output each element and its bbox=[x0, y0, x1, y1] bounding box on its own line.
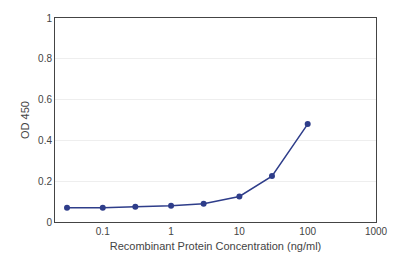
svg-text:0.6: 0.6 bbox=[38, 94, 52, 105]
svg-text:0.2: 0.2 bbox=[38, 176, 52, 187]
svg-text:OD 450: OD 450 bbox=[19, 101, 31, 139]
svg-text:100: 100 bbox=[299, 226, 316, 237]
svg-text:0.4: 0.4 bbox=[38, 135, 52, 146]
svg-text:1: 1 bbox=[46, 13, 52, 24]
svg-text:0.8: 0.8 bbox=[38, 53, 52, 64]
svg-text:1: 1 bbox=[168, 226, 174, 237]
svg-text:0: 0 bbox=[46, 217, 52, 228]
svg-text:10: 10 bbox=[234, 226, 246, 237]
svg-text:Recombinant Protein Concentrat: Recombinant Protein Concentration (ng/ml… bbox=[110, 240, 322, 252]
svg-text:1000: 1000 bbox=[365, 226, 388, 237]
svg-text:0.1: 0.1 bbox=[96, 226, 110, 237]
